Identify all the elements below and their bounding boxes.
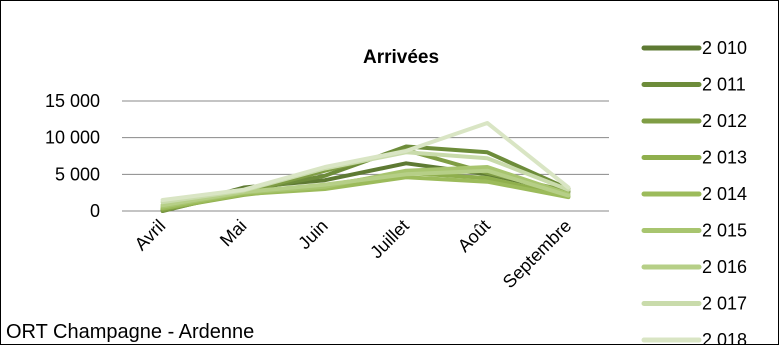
source-note: ORT Champagne - Ardenne: [6, 321, 254, 343]
series-lines: [160, 121, 571, 213]
x-tick-label: Juillet: [366, 216, 413, 263]
x-axis-ticks: Avril Mai Juin Juillet Août Septembre: [131, 216, 576, 292]
legend: 2 010 2 011 2 012 2 013 2 014 2 015 2 016 2 017…: [641, 38, 747, 344]
x-tick-label: Août: [454, 216, 494, 256]
x-tick-label: Mai: [216, 216, 251, 251]
legend-label: 2 010: [702, 38, 747, 58]
y-axis-ticks: 0 5 000 10 000 15 000: [45, 91, 100, 221]
legend-label: 2 014: [702, 184, 747, 204]
legend-label: 2 011: [702, 75, 746, 95]
legend-label: 2 016: [702, 257, 747, 277]
x-tick-label: Juin: [294, 216, 331, 253]
y-tick-label: 5 000: [55, 164, 100, 184]
series-line-8: [160, 121, 571, 202]
legend-label: 2 013: [702, 148, 747, 168]
y-tick-label: 10 000: [45, 128, 100, 148]
y-tick-label: 0: [90, 201, 100, 221]
y-tick-label: 15 000: [45, 91, 100, 111]
legend-label: 2 012: [702, 111, 747, 131]
x-tick-label: Avril: [131, 216, 170, 255]
chart-title: Arrivées: [363, 47, 439, 68]
legend-label: 2 015: [702, 221, 747, 241]
legend-label: 2 018: [702, 330, 747, 344]
x-tick-label: Septembre: [499, 216, 575, 292]
legend-label: 2 017: [702, 294, 747, 314]
